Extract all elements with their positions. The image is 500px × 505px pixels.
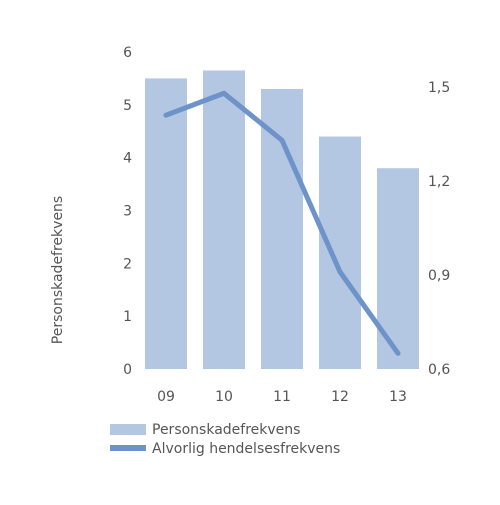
bar-09 [145, 78, 187, 369]
legend: Personskadefrekvens Alvorlig hendelsesfr… [110, 422, 340, 457]
y-right-tick-label: 1,2 [428, 174, 450, 190]
y-right-tick-label: 1,5 [428, 80, 450, 96]
x-axis-ticks: 09 10 11 12 13 [157, 389, 407, 405]
bar-12 [319, 137, 361, 369]
y-left-tick-label: 0 [123, 362, 132, 378]
x-tick-label: 10 [215, 389, 233, 405]
legend-swatch-bars [110, 424, 146, 435]
y-right-tick-label: 0,9 [428, 268, 450, 284]
x-tick-label: 12 [331, 389, 349, 405]
y-left-tick-label: 4 [123, 151, 132, 167]
bar-13 [377, 168, 419, 369]
x-tick-label: 11 [273, 389, 291, 405]
y-axis-right-ticks: 0,6 0,9 1,2 1,5 [428, 80, 450, 378]
bar-10 [203, 70, 245, 369]
legend-swatch-line [110, 445, 146, 451]
y-left-tick-label: 3 [123, 204, 132, 220]
legend-label-bars: Personskadefrekvens [152, 422, 300, 438]
y-left-tick-label: 6 [123, 45, 132, 61]
legend-label-line: Alvorlig hendelsesfrekvens [152, 441, 340, 457]
y-left-tick-label: 1 [123, 309, 132, 325]
y-right-tick-label: 0,6 [428, 362, 450, 378]
x-tick-label: 13 [389, 389, 407, 405]
y-axis-title: Personskadefrekvens [50, 196, 66, 344]
y-axis-left-ticks: 0 1 2 3 4 5 6 [123, 45, 132, 378]
x-tick-label: 09 [157, 389, 175, 405]
y-left-tick-label: 2 [123, 256, 132, 272]
y-left-tick-label: 5 [123, 98, 132, 114]
